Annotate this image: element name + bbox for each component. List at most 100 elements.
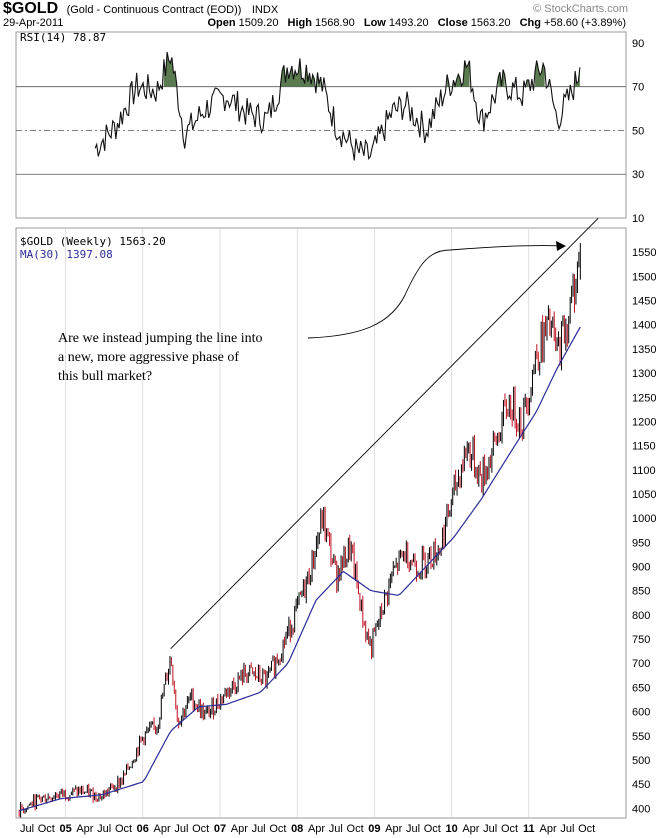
- x-tick-label: Oct: [38, 823, 55, 835]
- rsi-y-axis: 10 30 50 70 90: [632, 38, 644, 225]
- rsi-overbought-area: [527, 79, 529, 87]
- chg-label: Chg: [519, 17, 541, 29]
- x-tick-label: Oct: [192, 823, 209, 835]
- price-tick-label: 1550: [632, 247, 656, 259]
- low-value: 1493.20: [388, 17, 429, 29]
- rsi-panel: 10 30 50 70 90 RSI(14) 78.87: [15, 31, 644, 225]
- annotation-line-3: this bull market?: [58, 369, 152, 384]
- price-tick-label: 550: [632, 731, 650, 743]
- rsi-tick-label: 90: [632, 38, 644, 50]
- gold-legend: $GOLD (Weekly) 1563.20: [20, 235, 166, 248]
- x-tick-label: Jul: [174, 823, 188, 835]
- rsi-grid: [16, 86, 626, 175]
- price-tick-label: 500: [632, 755, 650, 767]
- price-tick-label: 900: [632, 562, 650, 574]
- price-tick-label: 400: [632, 803, 650, 815]
- x-tick-label: Apr: [462, 823, 479, 835]
- stockcharts-watermark: © StockCharts.com: [533, 3, 628, 15]
- price-tick-label: 1100: [632, 465, 656, 477]
- price-y-axis: 400 450 500 550 600 650 700 750 800 850 900 950 1000…: [632, 247, 656, 815]
- x-tick-label: Oct: [424, 823, 441, 835]
- x-tick-label: Jul: [483, 823, 497, 835]
- price-tick-label: 700: [632, 658, 650, 670]
- annotation-arrowhead: [556, 241, 566, 251]
- price-tick-label: 800: [632, 610, 650, 622]
- x-tick-label: 09: [368, 823, 380, 835]
- high-value: 1568.90: [315, 17, 355, 29]
- rsi-line: [94, 51, 581, 161]
- open-label: Open: [207, 17, 236, 29]
- price-tick-label: 1300: [632, 368, 656, 380]
- x-tick-label: Apr: [540, 823, 557, 835]
- x-tick-label: 10: [445, 823, 457, 835]
- rsi-panel-frame: [15, 31, 627, 219]
- x-tick-label: 08: [291, 823, 303, 835]
- price-tick-label: 1200: [632, 416, 656, 428]
- price-tick-label: 750: [632, 634, 650, 646]
- x-axis: Jul Oct 05 Apr Jul Oct 06 Apr Jul Oct 07 Apr Jul Oct 0…: [20, 823, 595, 835]
- x-tick-label: Apr: [76, 823, 93, 835]
- x-tick-label: Apr: [231, 823, 248, 835]
- x-tick-label: Apr: [308, 823, 325, 835]
- price-tick-label: 1400: [632, 320, 656, 332]
- price-tick-label: 850: [632, 586, 650, 598]
- ohlc-summary: Open 1509.20 High 1568.90 Low 1493.20 Cl…: [201, 17, 626, 29]
- price-tick-label: 1500: [632, 271, 656, 283]
- rsi-tick-label: 70: [632, 82, 644, 94]
- x-tick-label: Jul: [97, 823, 111, 835]
- close-value: 1563.20: [470, 17, 511, 29]
- rsi-overbought-area: [317, 72, 321, 87]
- chart-title-row: $GOLD (Gold - Continuous Contract (EOD))…: [3, 0, 278, 18]
- close-label: Close: [437, 17, 468, 29]
- ma30-line: [19, 326, 581, 812]
- chg-value: +58.60 (+3.89%): [544, 17, 626, 29]
- price-tick-label: 1150: [632, 441, 656, 453]
- price-grid: [65, 228, 530, 818]
- x-tick-label: Apr: [385, 823, 402, 835]
- x-tick-label: Oct: [269, 823, 286, 835]
- annotation-line-1: Are we instead jumping the line into: [58, 331, 263, 346]
- high-label: High: [287, 17, 312, 29]
- price-tick-label: 600: [632, 707, 650, 719]
- x-tick-label: Oct: [115, 823, 132, 835]
- price-tick-label: 1250: [632, 392, 656, 404]
- x-tick-label: 11: [523, 823, 535, 835]
- x-tick-label: Oct: [578, 823, 595, 835]
- x-tick-label: Oct: [347, 823, 364, 835]
- rsi-overbought-area: [453, 60, 470, 87]
- open-value: 1509.20: [238, 17, 279, 29]
- price-tick-label: 1000: [632, 513, 656, 525]
- ma-legend: MA(30) 1397.08: [20, 248, 113, 261]
- rsi-tick-label: 30: [632, 169, 644, 181]
- price-tick-label: 650: [632, 682, 650, 694]
- annotation-arrow: [307, 245, 563, 339]
- x-tick-label: Oct: [501, 823, 518, 835]
- x-tick-label: Jul: [329, 823, 343, 835]
- x-tick-label: Apr: [154, 823, 171, 835]
- rsi-overbought-area: [280, 58, 315, 87]
- x-tick-label: Jul: [252, 823, 266, 835]
- price-bars: [18, 243, 581, 818]
- price-tick-label: 1350: [632, 344, 656, 356]
- chart-exchange: INDX: [251, 4, 279, 16]
- trendline: [170, 218, 599, 650]
- price-tick-label: 950: [632, 537, 650, 549]
- price-tick-label: 1450: [632, 296, 656, 308]
- annotation-line-2: a new, more aggressive phase of: [58, 350, 239, 365]
- price-tick-label: 450: [632, 779, 650, 791]
- x-tick-label: 06: [137, 823, 149, 835]
- chart-instrument-name: (Gold - Continuous Contract (EOD)): [66, 4, 242, 16]
- x-tick-label: 07: [214, 823, 226, 835]
- price-tick-label: 1050: [632, 489, 656, 501]
- x-tick-label: Jul: [406, 823, 420, 835]
- x-tick-label: 05: [59, 823, 71, 835]
- x-tick-label: Jul: [20, 823, 34, 835]
- rsi-legend: RSI(14) 78.87: [20, 31, 106, 44]
- x-tick-label: Jul: [560, 823, 574, 835]
- low-label: Low: [363, 17, 386, 29]
- price-panel: 400 450 500 550 600 650 700 750 800 850 900 950 1000…: [15, 218, 656, 835]
- rsi-tick-label: 10: [632, 213, 644, 225]
- chart-date: 29-Apr-2011: [3, 17, 64, 29]
- chart-symbol: $GOLD: [3, 0, 59, 17]
